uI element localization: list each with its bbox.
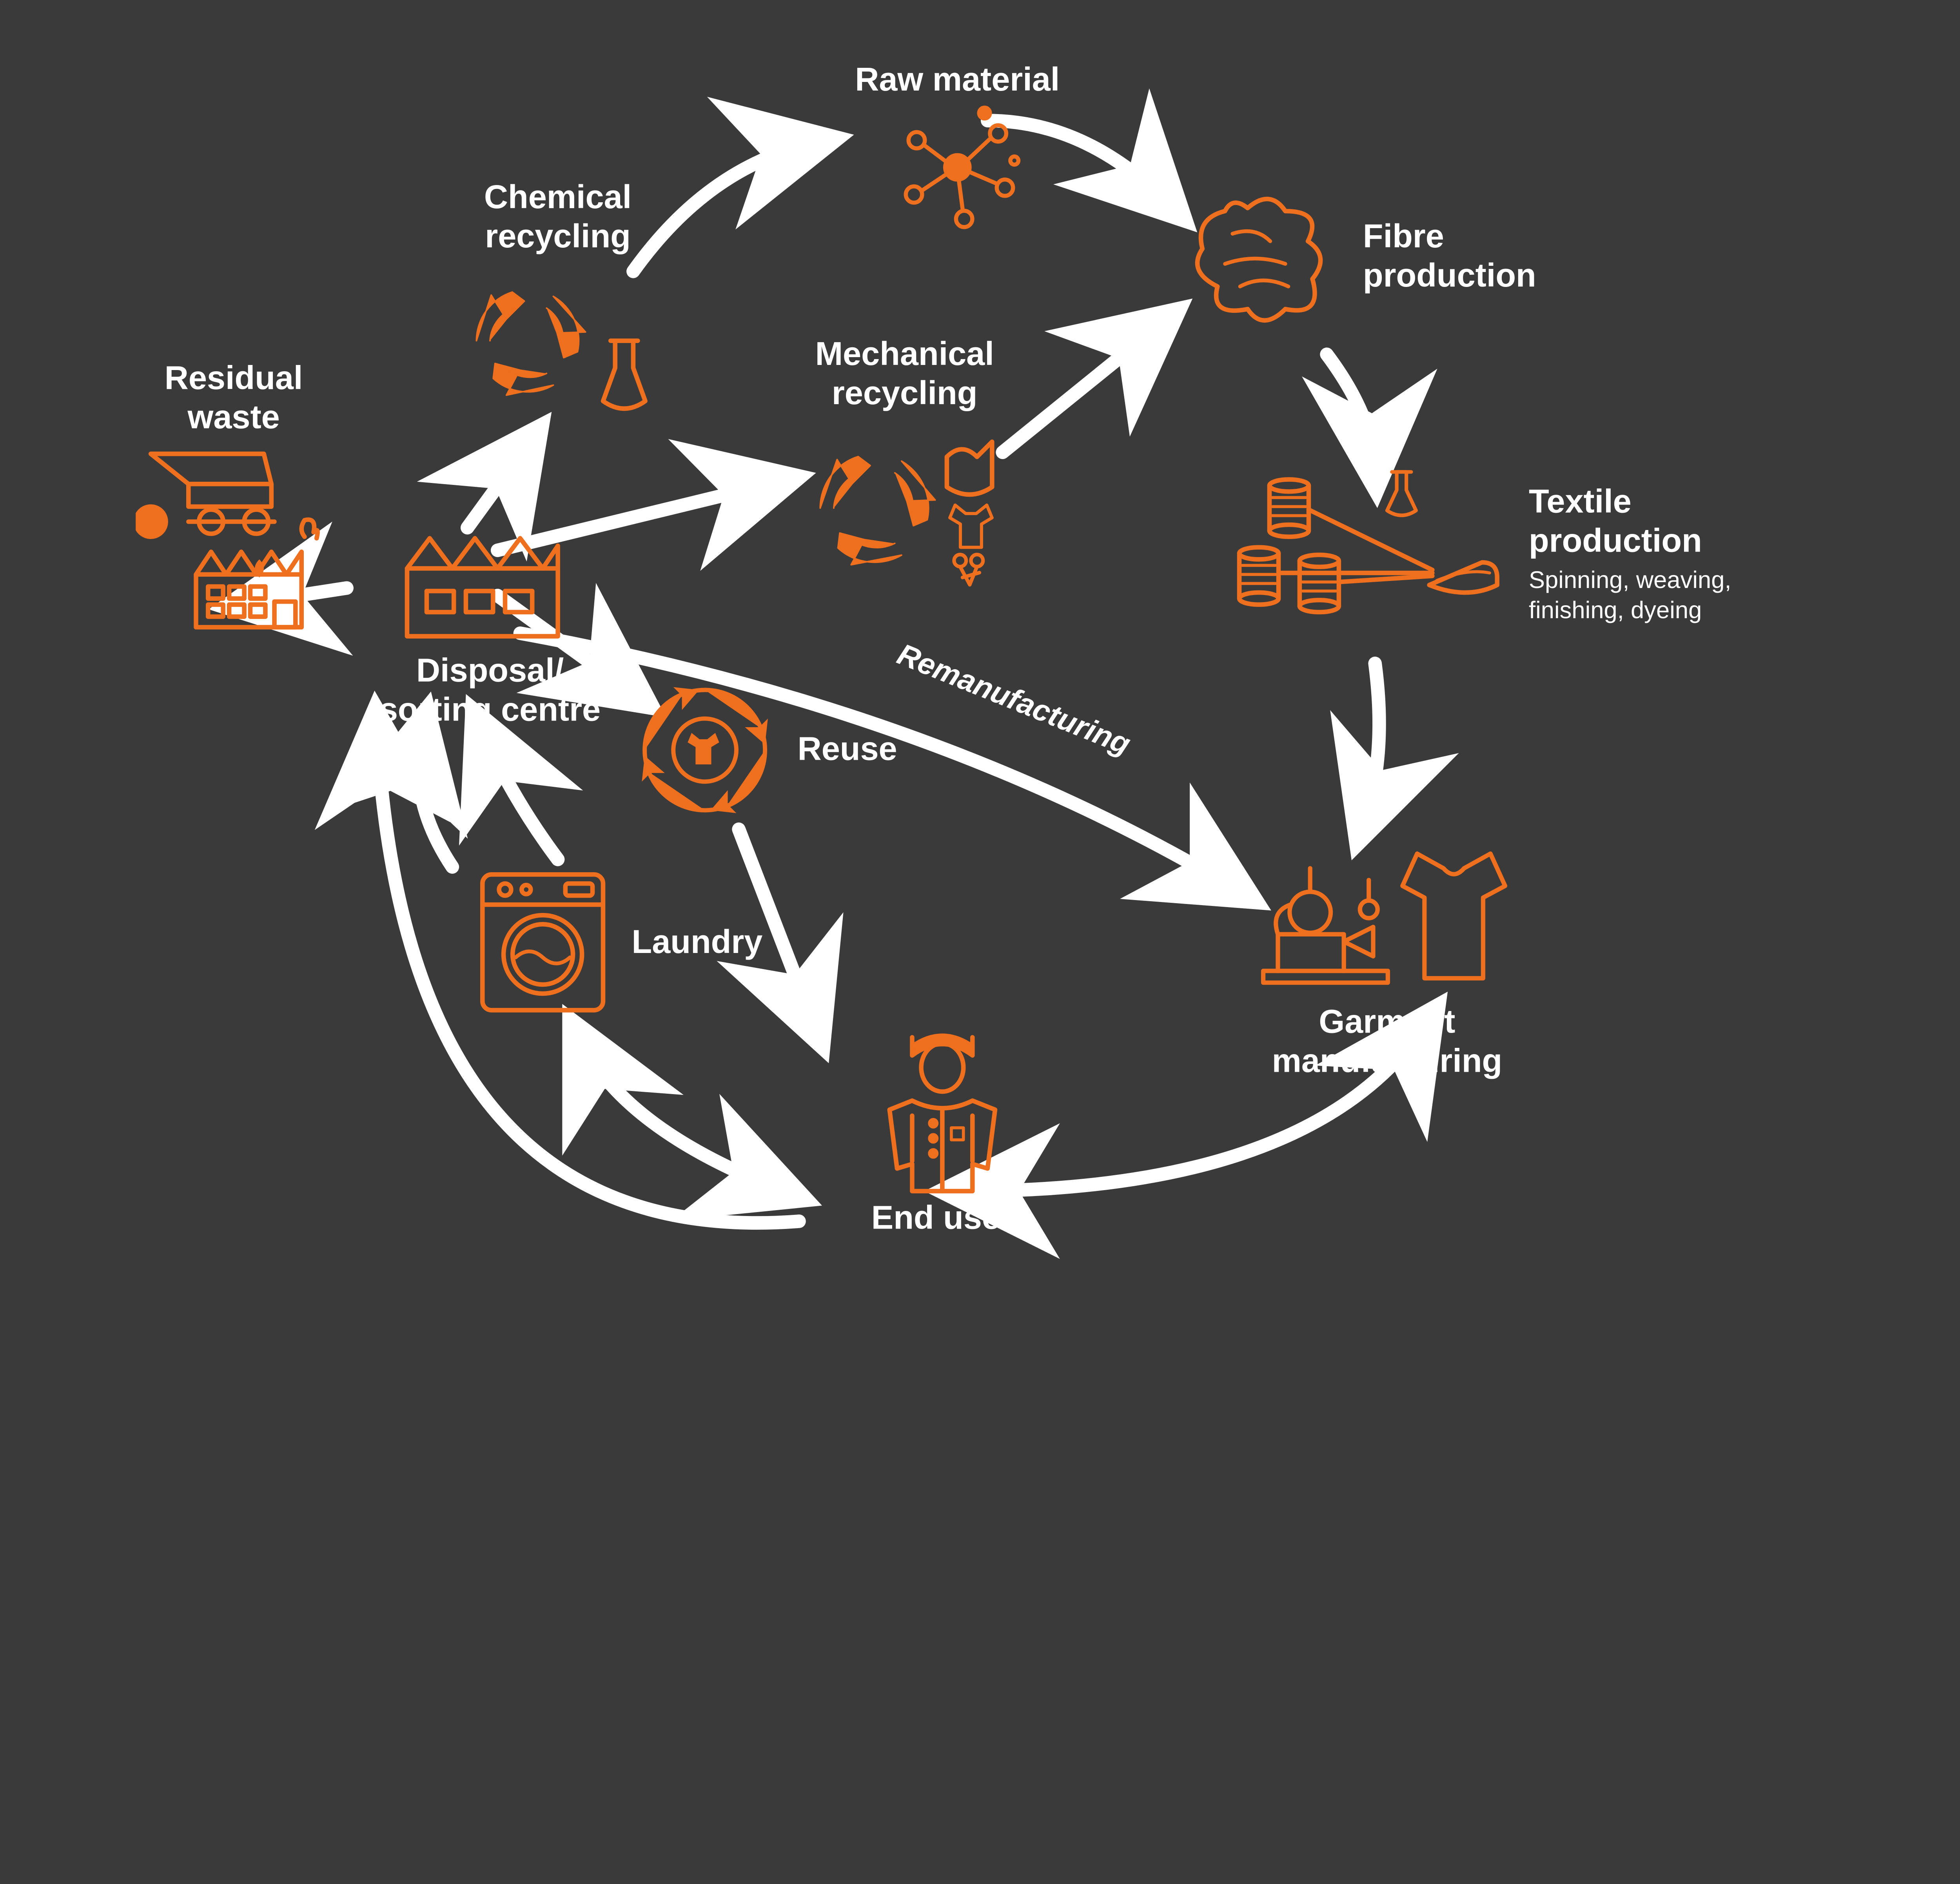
edge-15 bbox=[377, 731, 799, 1223]
node-label: Disposal/ sorting centre bbox=[354, 652, 626, 731]
edge-6 bbox=[249, 588, 347, 603]
diagram-canvas: Remanufacturing Raw material Chemical re… bbox=[0, 0, 1960, 1447]
node-label: Residual waste bbox=[113, 359, 354, 438]
node-residual-waste: Residual waste bbox=[113, 359, 354, 634]
node-label: Textile production bbox=[1529, 482, 1731, 561]
node-garment: Garment manufacturing bbox=[1251, 829, 1523, 1082]
edge-4 bbox=[1365, 663, 1379, 822]
node-label: Laundry bbox=[632, 922, 763, 962]
edge-0 bbox=[633, 143, 814, 271]
edge-14 bbox=[965, 1025, 1425, 1191]
node-label: Reuse bbox=[798, 730, 897, 770]
node-chemical-recycling: Chemical recycling bbox=[437, 178, 678, 423]
edge-2 bbox=[1327, 354, 1375, 467]
node-disposal: Disposal/ sorting centre bbox=[354, 515, 626, 731]
edge-12 bbox=[581, 1040, 784, 1191]
node-mechanical-recycling: Mechanical recycling bbox=[784, 335, 1025, 595]
node-label: End user bbox=[807, 1199, 1078, 1239]
node-label: Garment manufacturing bbox=[1251, 1003, 1523, 1082]
edge-label-9: Remanufacturing bbox=[893, 637, 1135, 761]
edge-1 bbox=[987, 121, 1169, 204]
edge-7 bbox=[497, 483, 777, 550]
edge-11 bbox=[483, 731, 558, 859]
edge-5 bbox=[467, 445, 528, 528]
edge-9 bbox=[520, 633, 1236, 889]
node-sublabel: Spinning, weaving, finishing, dyeing bbox=[1529, 568, 1731, 628]
edges-layer: Remanufacturing bbox=[0, 0, 1960, 1447]
node-label: Chemical recycling bbox=[437, 178, 678, 258]
node-reuse: Reuse bbox=[633, 679, 897, 822]
node-laundry: Laundry bbox=[475, 867, 763, 1018]
node-label: Fibre production bbox=[1363, 216, 1536, 296]
node-label: Mechanical recycling bbox=[784, 335, 1025, 414]
node-end-user: End user bbox=[807, 1025, 1078, 1238]
node-label: Raw material bbox=[837, 60, 1078, 100]
edge-8 bbox=[497, 595, 633, 693]
edge-10 bbox=[739, 829, 814, 1025]
node-raw-material: Raw material bbox=[837, 60, 1078, 236]
node-fibre-production: Fibre production bbox=[1169, 181, 1536, 332]
node-textile-production: Textile production Spinning, weaving, fin… bbox=[1236, 465, 1731, 646]
edge-13 bbox=[418, 731, 452, 867]
edge-3 bbox=[1003, 324, 1161, 452]
